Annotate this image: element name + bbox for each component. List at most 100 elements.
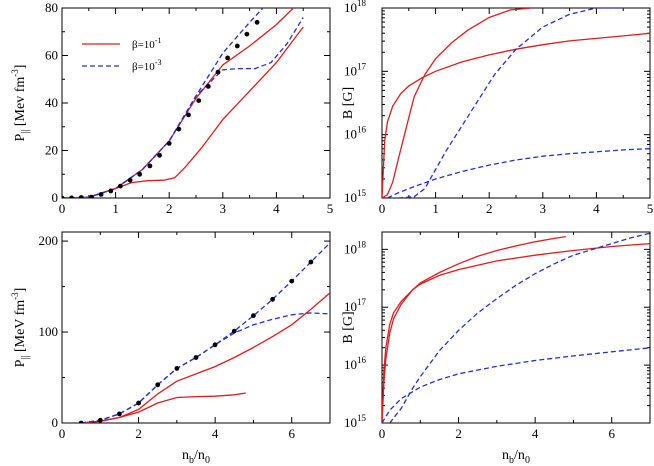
y-tick-label: 40 [45,95,58,110]
data-marker [289,278,295,284]
data-marker [270,296,275,302]
panel-top-right: 0 1 2 3 4 5 1015 1016 1017 1018 B [G] [341,0,653,216]
y-axis-title: P|| [MeV fm-3] [10,288,31,368]
y-tick-label: 1016 [344,355,367,372]
data-marker [186,112,191,118]
x-tick-label: 4 [212,426,219,441]
x-tick-label: 1 [112,201,119,216]
y-tick-label: 20 [45,143,58,158]
panel-bottom-right: 0 2 4 6 1015 1016 1017 1018 B [G] nb/n0 [341,231,651,466]
x-tick-label: 6 [288,426,295,441]
series-group [382,232,650,423]
x-tick-label: 5 [647,201,654,216]
data-marker [196,98,202,103]
y-tick-label: 1015 [344,413,367,430]
x-tick-label: 2 [166,201,173,216]
x-tick-label: 0 [59,426,66,441]
x-tick-label: 2 [455,426,462,441]
data-marker [234,43,240,49]
x-tick-label: 4 [593,201,600,216]
data-marker [147,163,153,169]
series-line-beta3_shallow [387,147,650,198]
x-tick-label: 2 [135,426,142,441]
x-tick-label: 5 [327,201,334,216]
series-line-beta1_b [382,242,650,423]
data-marker [193,355,199,360]
y-tick-label: 0 [52,190,59,205]
data-marker [155,382,161,388]
data-marker [98,192,104,197]
y-tick-label: 200 [39,233,59,248]
plot-frame [381,231,651,424]
data-marker [215,69,221,75]
plot-frame [61,7,331,199]
series-line-beta3_steep [398,8,624,198]
data-marker [231,328,237,334]
series-line-beta1_upper [62,8,295,198]
x-tick-label: 6 [608,426,615,441]
data-marker [308,259,314,265]
y-tick-label: 1018 [344,239,367,256]
y-tick-label: 1018 [344,0,367,15]
data-marker [225,55,231,61]
data-marker [78,420,84,423]
data-marker [174,366,180,371]
series-group [78,242,330,423]
x-tick-label: 3 [540,201,547,216]
data-marker [97,417,103,423]
plot-frame [61,231,331,424]
x-tick-label: 0 [379,426,386,441]
x-tick-label: 2 [486,201,493,216]
series-line-beta3_b [382,347,650,423]
y-tick-label: 1015 [344,188,367,205]
data-marker [69,195,74,198]
data-marker [212,342,218,348]
series-line-beta3_a [389,232,650,423]
x-tick-label: 0 [59,201,66,216]
data-marker [166,141,172,146]
series-line-beta1_steep [382,8,533,198]
data-marker [127,177,133,183]
series-group [382,8,650,198]
data-marker [78,195,84,198]
data-marker [157,152,163,158]
data-marker [62,195,65,198]
data-marker [244,31,250,37]
y-tick-label: 100 [39,324,59,339]
data-marker [137,171,143,177]
y-tick-label: 60 [45,48,58,63]
panel-bottom-left: 0 2 4 6 0 100 200 P|| [MeV fm-3] nb/n0 [10,231,331,466]
x-axis-title: nb/n0 [182,448,210,466]
series-line-beta1_long [81,292,330,423]
series-line-beta1_a [382,235,566,423]
y-tick-label: 1016 [344,125,367,142]
data-marker [251,313,256,319]
data-marker [117,411,122,417]
y-axis-title: B [G] [341,311,356,343]
x-tick-label: 3 [220,201,227,216]
series-line-beta3_flat [81,312,330,423]
y-tick-label: 0 [52,415,59,430]
x-axis-title: nb/n0 [502,448,530,466]
legend-label: β=10-1 [132,36,161,51]
data-marker [118,183,123,189]
x-tick-label: 0 [379,201,386,216]
series-line-beta1_shallow [382,32,650,198]
y-tick-label: 80 [45,0,58,15]
x-tick-label: 4 [532,426,539,441]
series-line-beta1_lower [62,26,304,198]
x-tick-label: 4 [273,201,280,216]
y-tick-label: 1017 [344,297,367,314]
data-marker [254,19,260,25]
data-marker [205,84,211,89]
legend: β=10-1 β=10-3 [82,36,161,73]
series-group [62,8,304,198]
data-marker [108,188,114,194]
y-tick-label: 1017 [344,61,367,78]
series-line-beta3_upper [62,8,264,198]
legend-label: β=10-3 [132,58,161,73]
data-marker [176,126,182,132]
y-axis-title: B [G] [341,87,356,119]
